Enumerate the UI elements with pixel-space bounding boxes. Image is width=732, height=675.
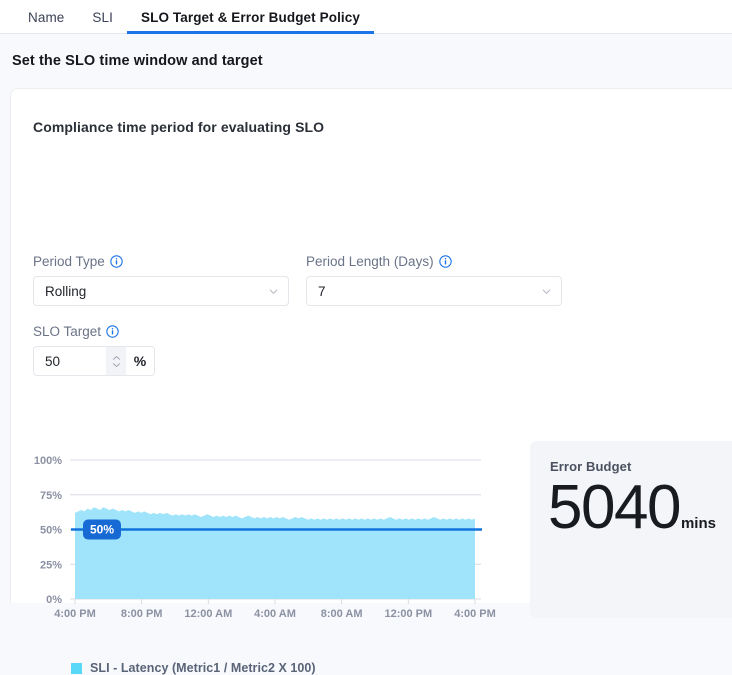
period-type-select[interactable]: Rolling bbox=[33, 276, 289, 306]
slo-target-input[interactable]: 50 bbox=[45, 353, 61, 369]
tab-slo-target-error-budget-policy[interactable]: SLO Target & Error Budget Policy bbox=[127, 0, 374, 34]
slo-target-input-group: 50 % bbox=[33, 346, 155, 376]
x-axis-tick-label: 12:00 AM bbox=[184, 608, 232, 620]
info-circle-icon[interactable] bbox=[438, 255, 452, 268]
y-axis-tick-label: 100% bbox=[34, 455, 62, 467]
period-length-value: 7 bbox=[318, 283, 326, 299]
page-title: Set the SLO time window and target bbox=[12, 53, 263, 69]
slo-target-label-row: SLO Target bbox=[33, 324, 155, 339]
x-axis-tick-label: 4:00 AM bbox=[254, 608, 296, 620]
tab-sli[interactable]: SLI bbox=[78, 0, 127, 34]
slo-settings-card: Compliance time period for evaluating SL… bbox=[10, 88, 732, 675]
y-axis-tick-label: 50% bbox=[40, 525, 62, 537]
period-type-label-row: Period Type bbox=[33, 254, 289, 269]
x-axis-tick-label: 8:00 AM bbox=[321, 608, 363, 620]
legend-label: SLI - Latency (Metric1 / Metric2 X 100) bbox=[90, 661, 316, 675]
info-circle-icon[interactable] bbox=[106, 325, 119, 338]
error-budget-label: Error Budget bbox=[550, 459, 632, 474]
field-label: Period Length (Days) bbox=[306, 254, 434, 269]
period-length-field: Period Length (Days) 7 bbox=[306, 254, 562, 306]
tab-bar: Name SLI SLO Target & Error Budget Polic… bbox=[0, 0, 732, 34]
y-axis-tick-label: 75% bbox=[40, 490, 62, 502]
threshold-badge-label: 50% bbox=[90, 523, 114, 537]
error-budget-value: 5040 bbox=[548, 473, 681, 542]
period-type-value: Rolling bbox=[45, 283, 87, 299]
threshold-badge bbox=[83, 519, 121, 540]
card-heading: Compliance time period for evaluating SL… bbox=[33, 119, 325, 135]
x-axis-tick-label: 4:00 PM bbox=[54, 608, 96, 620]
sli-chart-svg: 0% 25% 50% 75% 100% 50% 4:00 PM 8:00 PM 12:00 AM… bbox=[34, 455, 496, 620]
slo-target-field: SLO Target 50 % bbox=[33, 324, 155, 376]
period-length-label-row: Period Length (Days) bbox=[306, 254, 562, 269]
field-label: Period Type bbox=[33, 254, 105, 269]
tab-label: SLI bbox=[92, 9, 113, 25]
info-circle-icon[interactable] bbox=[110, 255, 123, 268]
error-budget-unit: mins bbox=[680, 515, 716, 532]
x-axis-tick-label: 4:00 PM bbox=[454, 608, 496, 620]
legend-swatch bbox=[71, 662, 82, 674]
slo-target-stepper[interactable] bbox=[106, 347, 126, 375]
tab-label: Name bbox=[28, 9, 65, 25]
x-axis-tick-label: 12:00 PM bbox=[384, 608, 432, 620]
period-type-field: Period Type Rolling bbox=[33, 254, 289, 306]
chevron-down-icon[interactable] bbox=[112, 362, 121, 368]
chevron-down-icon bbox=[542, 289, 551, 294]
chart-legend: SLI - Latency (Metric1 / Metric2 X 100) bbox=[71, 661, 316, 675]
error-budget-card: Error Budget 5040 mins bbox=[530, 441, 732, 618]
y-axis-tick-label: 25% bbox=[40, 559, 62, 571]
field-label: SLO Target bbox=[33, 324, 102, 339]
y-axis-tick-label: 0% bbox=[46, 594, 62, 606]
sli-chart: 0% 25% 50% 75% 100% 50% 4:00 PM 8:00 PM 12:00 AM… bbox=[33, 441, 503, 626]
error-budget-value-row: 5040 mins bbox=[548, 477, 716, 539]
period-length-select[interactable]: 7 bbox=[306, 276, 562, 306]
tab-name[interactable]: Name bbox=[14, 0, 78, 34]
tab-label: SLO Target & Error Budget Policy bbox=[141, 9, 360, 25]
series-area bbox=[75, 507, 475, 599]
section-header: Set the SLO time window and target bbox=[0, 34, 732, 88]
chevron-down-icon bbox=[269, 289, 278, 294]
chevron-up-icon[interactable] bbox=[112, 355, 121, 361]
percent-suffix: % bbox=[133, 353, 147, 369]
x-axis-tick-label: 8:00 PM bbox=[121, 608, 163, 620]
